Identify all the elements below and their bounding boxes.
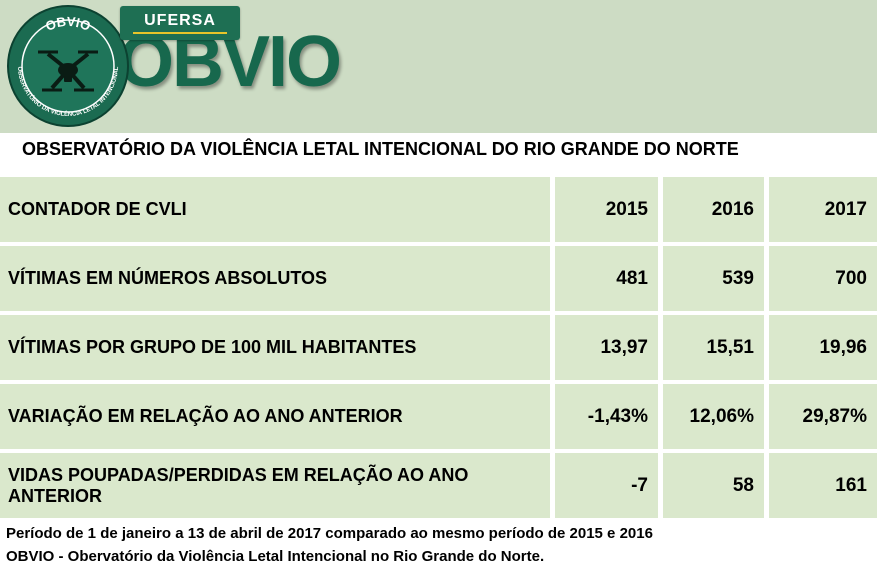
ufersa-accent-line — [133, 31, 227, 34]
row-label-lives-saved-lost: VIDAS POUPADAS/PERDIDAS EM RELAÇÃO AO AN… — [0, 453, 550, 518]
year-header-2015: 2015 — [555, 177, 658, 242]
ufersa-logo: UFERSA — [120, 6, 240, 40]
footnote: Período de 1 de janeiro a 13 de abril de… — [6, 522, 873, 569]
obvio-badge-logo: OBVIO OBSERVATÓRIO DA VIOLÊNCIA LETAL IN… — [7, 5, 129, 127]
drone-icon — [38, 50, 98, 92]
row-label-rate-per-100k: VÍTIMAS POR GRUPO DE 100 MIL HABITANTES — [0, 315, 550, 380]
year-header-2017: 2017 — [769, 177, 877, 242]
cell-rate-2016: 15,51 — [663, 315, 764, 380]
header-banner: OBVIO OBSERVATÓRIO DA VIOLÊNCIA LETAL IN… — [0, 0, 877, 133]
cell-variation-2017: 29,87% — [769, 384, 877, 449]
cell-lives-2016: 58 — [663, 453, 764, 518]
cvli-table: CONTADOR DE CVLI 2015 2016 2017 VÍTIMAS … — [0, 177, 877, 518]
badge-outer-ring — [7, 5, 129, 127]
row-label-absolute-victims: VÍTIMAS EM NÚMEROS ABSOLUTOS — [0, 246, 550, 311]
cell-rate-2017: 19,96 — [769, 315, 877, 380]
cell-lives-2015: -7 — [555, 453, 658, 518]
cell-absolute-2017: 700 — [769, 246, 877, 311]
cell-variation-2016: 12,06% — [663, 384, 764, 449]
cell-absolute-2016: 539 — [663, 246, 764, 311]
row-label-variation: VARIAÇÃO EM RELAÇÃO AO ANO ANTERIOR — [0, 384, 550, 449]
page-title: OBSERVATÓRIO DA VIOLÊNCIA LETAL INTENCIO… — [22, 139, 739, 159]
source-note: OBVIO - Obervatório da Violência Letal I… — [6, 548, 545, 566]
cell-rate-2015: 13,97 — [555, 315, 658, 380]
table-title-cell: CONTADOR DE CVLI — [0, 177, 550, 242]
cell-variation-2015: -1,43% — [555, 384, 658, 449]
cell-absolute-2015: 481 — [555, 246, 658, 311]
year-header-2016: 2016 — [663, 177, 764, 242]
ufersa-label: UFERSA — [144, 11, 216, 29]
period-note: Período de 1 de janeiro a 13 de abril de… — [6, 525, 653, 542]
cell-lives-2017: 161 — [769, 453, 877, 518]
